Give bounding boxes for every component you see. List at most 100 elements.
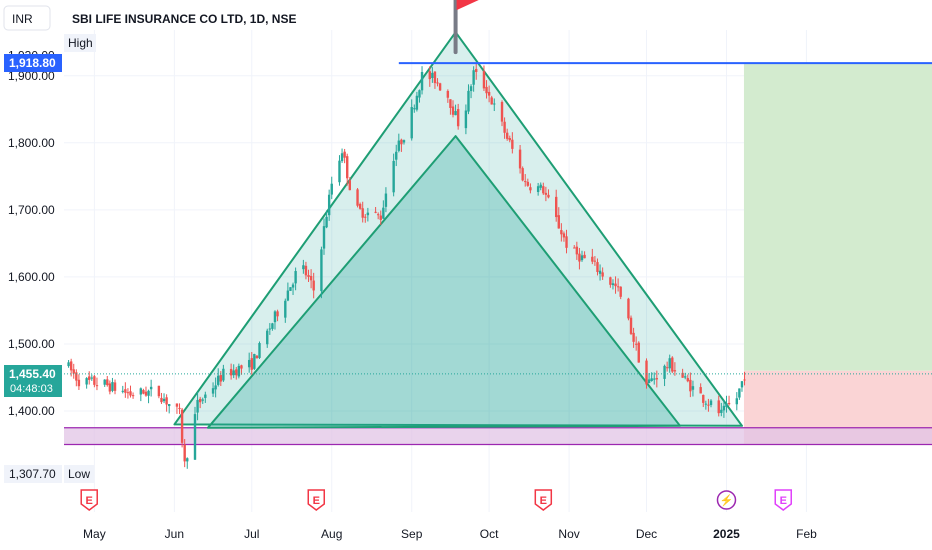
candle-body [340, 153, 344, 162]
candle-body [418, 90, 421, 98]
chart-title: SBI LIFE INSURANCE CO LTD, 1D, NSE [72, 12, 296, 26]
candle-body [268, 328, 272, 330]
candle-body [286, 290, 290, 301]
event-markers[interactable]: E E E ⚡ E [80, 489, 792, 511]
candle-body [691, 386, 695, 390]
low-price-value: 1,307.70 [9, 467, 56, 481]
x-tick-label: Oct [480, 527, 499, 541]
candle-body [508, 138, 511, 141]
candle-body [699, 387, 702, 394]
candle-body [451, 106, 455, 115]
candle-body [464, 110, 468, 129]
earnings-event-icon[interactable]: E [774, 489, 792, 511]
candle-body [75, 372, 78, 381]
candle-body [547, 194, 550, 198]
candle-body [374, 211, 377, 213]
candle-body [113, 382, 117, 391]
candle-body [232, 370, 235, 376]
candle-body [436, 82, 439, 84]
candle-body [472, 70, 475, 85]
candle-body [702, 394, 705, 403]
candle-body [250, 358, 253, 370]
candle-body [722, 405, 726, 411]
candle-body [366, 212, 370, 216]
candle-body [428, 71, 431, 80]
flag-marker [453, 0, 479, 55]
earnings-event-icon[interactable]: E [80, 489, 98, 511]
candle-body [180, 409, 184, 443]
candle-body [147, 390, 150, 396]
candle-body [740, 381, 744, 388]
price-axis[interactable]: 1,400.00 1,500.00 1,600.00 1,700.00 1,800.00… [8, 49, 55, 418]
position-zones [743, 63, 932, 445]
candle-body [500, 102, 504, 122]
level-lines [64, 62, 932, 375]
candle-body [503, 121, 506, 133]
candle-body [309, 275, 313, 281]
earnings-event-badge [307, 489, 326, 511]
candle-body [505, 132, 509, 139]
candle-body [485, 86, 488, 94]
event-label: E [540, 495, 547, 507]
candle-body [725, 403, 728, 407]
candle-body [253, 354, 256, 369]
triangle-pattern [173, 31, 743, 429]
earnings-event-icon[interactable]: E [307, 489, 326, 511]
candle-body [361, 208, 364, 218]
candle-body [382, 207, 385, 219]
candle-body [681, 372, 684, 378]
candle-body [258, 343, 261, 358]
candle-body [560, 230, 563, 235]
candle-body [410, 107, 413, 139]
candle-body [475, 68, 478, 72]
candle-body [665, 367, 669, 369]
split-event-icon[interactable]: ⚡ [716, 490, 737, 510]
candle-body [157, 385, 161, 397]
candle-body [454, 111, 457, 116]
candle-body [67, 362, 70, 367]
candle-body [629, 317, 633, 334]
candle-body [438, 83, 442, 91]
candle-body [358, 203, 362, 209]
candle-body [591, 256, 594, 262]
pattern-outer-triangle [173, 31, 743, 427]
candle-body [456, 109, 460, 127]
candle-body [668, 358, 671, 369]
candle-body [487, 91, 491, 96]
y-tick-label: 1,400.00 [8, 404, 55, 418]
candle-body [490, 97, 493, 105]
candle-body [266, 330, 269, 345]
high-label: High [68, 36, 93, 50]
candle-body [271, 323, 274, 329]
candle-body [338, 160, 341, 183]
candle-body [121, 390, 124, 392]
x-tick-label: Feb [796, 527, 817, 541]
candle-body [343, 151, 346, 158]
candle-body [90, 377, 93, 379]
currency-badge[interactable] [3, 5, 51, 31]
candle-body [529, 187, 532, 191]
candle-body [322, 226, 326, 249]
candle-body [88, 376, 91, 380]
candle-body [103, 379, 106, 385]
candle-body [655, 378, 659, 380]
candle-body [160, 397, 163, 403]
earnings-event-icon[interactable]: E [534, 489, 553, 511]
x-tick-label: Jul [244, 527, 259, 541]
candle-body [193, 414, 197, 460]
candle-body [735, 398, 738, 405]
candle-body [320, 249, 323, 292]
low-tag-bg [64, 465, 94, 483]
candle-body [431, 72, 434, 79]
candle-body [645, 360, 648, 385]
currency-label: INR [12, 12, 33, 26]
candle-body [291, 284, 295, 288]
candle-body [420, 72, 424, 91]
time-axis[interactable]: May Jun Jul Aug Sep Oct Nov Dec 2025 Feb [83, 527, 817, 541]
candle-body [356, 189, 359, 206]
candle-body [196, 399, 199, 413]
candle-body [565, 236, 568, 248]
countdown-value: 04:48:03 [10, 383, 53, 395]
candle-body [717, 400, 720, 414]
